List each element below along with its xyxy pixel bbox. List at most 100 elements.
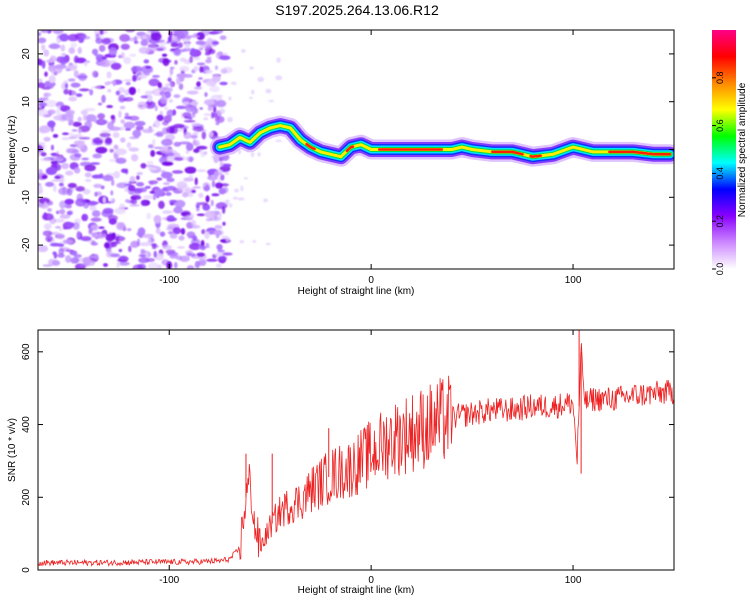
- noise-blob: [135, 175, 140, 180]
- noise-blob: [84, 178, 92, 183]
- noise-blob: [61, 136, 71, 141]
- noise-blob: [91, 174, 103, 179]
- noise-blob: [78, 88, 90, 92]
- noise-blob: [193, 106, 197, 114]
- snr-line: [38, 343, 674, 567]
- noise-blob: [144, 185, 151, 189]
- noise-blob: [73, 254, 82, 258]
- noise-blob: [97, 102, 103, 106]
- noise-blob: [50, 125, 55, 133]
- noise-blob: [60, 44, 66, 52]
- noise-blob: [96, 233, 107, 239]
- noise-blob: [120, 51, 125, 59]
- noise-blob: [240, 49, 246, 53]
- noise-blob: [186, 265, 195, 269]
- noise-blob: [170, 42, 179, 48]
- noise-blob: [198, 45, 205, 49]
- noise-blob: [72, 121, 82, 127]
- noise-blob: [111, 179, 115, 187]
- noise-blob: [137, 74, 147, 79]
- noise-blob: [203, 117, 209, 121]
- noise-blob: [147, 262, 160, 269]
- noise-blob: [66, 188, 73, 196]
- noise-blob: [64, 198, 74, 205]
- noise-blob: [173, 94, 181, 99]
- noise-blob: [161, 94, 167, 99]
- noise-blob: [59, 56, 68, 65]
- noise-blob: [64, 110, 74, 118]
- noise-blob: [38, 125, 51, 134]
- noise-blob: [252, 240, 257, 243]
- noise-blob: [125, 81, 131, 86]
- noise-blob: [215, 182, 223, 189]
- noise-blob: [249, 66, 254, 70]
- noise-blob: [212, 30, 224, 34]
- noise-blob: [43, 136, 51, 142]
- noise-blob: [190, 122, 201, 126]
- noise-blob: [178, 83, 184, 90]
- noise-blob: [147, 237, 152, 246]
- noise-blob: [146, 161, 154, 164]
- noise-blob: [123, 180, 129, 184]
- noise-blob: [76, 230, 81, 239]
- noise-blob: [218, 212, 223, 219]
- noise-blob: [44, 71, 48, 77]
- noise-blob: [102, 207, 114, 214]
- y-tick-label: -20: [21, 237, 32, 252]
- noise-blob: [196, 252, 206, 257]
- noise-blob: [209, 131, 214, 138]
- noise-blob: [40, 152, 47, 157]
- noise-blob: [153, 146, 162, 150]
- noise-blob: [130, 153, 139, 162]
- noise-blob: [198, 47, 204, 51]
- noise-blob: [64, 203, 72, 209]
- noise-blob: [166, 40, 170, 44]
- noise-blob: [165, 156, 176, 163]
- noise-blob: [49, 242, 61, 247]
- noise-blob: [202, 151, 208, 155]
- noise-blob: [104, 137, 113, 144]
- noise-blob: [167, 152, 175, 157]
- noise-blob: [38, 102, 48, 108]
- noise-blob: [38, 82, 46, 89]
- noise-blob: [70, 82, 81, 88]
- noise-blob: [127, 184, 136, 192]
- noise-blob: [75, 198, 86, 207]
- noise-blob: [123, 56, 132, 65]
- noise-blob: [65, 170, 74, 176]
- x-tick-label: 0: [368, 575, 374, 586]
- noise-blob: [113, 235, 126, 242]
- noise-blob: [138, 254, 147, 258]
- noise-blob: [59, 200, 67, 209]
- noise-blob: [196, 62, 206, 66]
- noise-blob: [98, 44, 106, 52]
- noise-blob: [80, 109, 89, 116]
- noise-blob: [69, 144, 79, 148]
- noise-blob: [275, 75, 283, 81]
- noise-blob: [108, 126, 121, 131]
- noise-blob: [199, 66, 204, 73]
- noise-blob: [166, 177, 175, 183]
- spectrogram-x-ticks: -100 0 100: [159, 30, 582, 286]
- noise-blob: [205, 218, 213, 222]
- noise-blob: [162, 187, 168, 192]
- y-tick-label: -10: [21, 190, 32, 205]
- noise-blob: [219, 35, 227, 41]
- noise-blob: [228, 203, 233, 208]
- noise-blob: [108, 47, 118, 56]
- noise-blob: [214, 224, 223, 230]
- noise-blob: [50, 144, 54, 151]
- noise-blob: [89, 205, 97, 211]
- noise-blob: [119, 261, 130, 266]
- noise-blob: [195, 40, 206, 46]
- noise-blob: [186, 116, 192, 120]
- noise-blob: [173, 261, 178, 269]
- noise-blob: [150, 30, 156, 33]
- noise-blob: [115, 148, 127, 156]
- noise-blob: [113, 170, 121, 179]
- noise-blob: [112, 80, 117, 87]
- noise-blob: [132, 264, 144, 269]
- snr-y-label: SNR (10 * v/v): [7, 418, 18, 482]
- noise-blob: [104, 81, 111, 86]
- noise-blob: [124, 199, 130, 203]
